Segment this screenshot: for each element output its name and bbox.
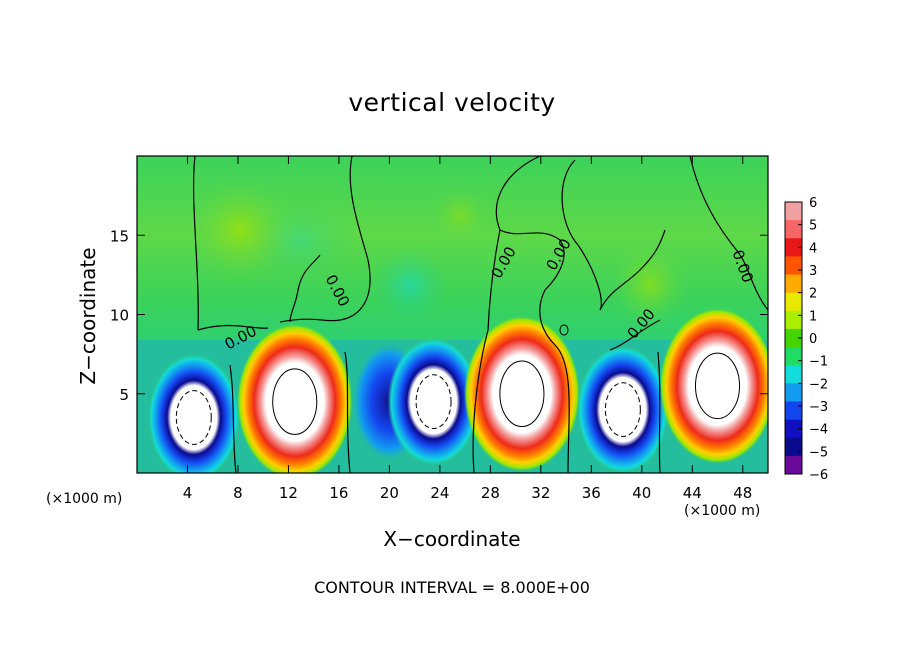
y-axis-label: Z−coordinate — [76, 247, 100, 385]
x-tick-label: 16 — [329, 484, 348, 502]
zero-contour-line — [561, 159, 602, 311]
positive-contour — [694, 352, 741, 420]
zero-contour-line — [689, 156, 768, 311]
x-tick-label: 12 — [279, 484, 298, 502]
zero-contour-line — [197, 324, 269, 331]
field-yellow-patch — [430, 185, 490, 245]
positive-contour — [499, 360, 545, 428]
field-yellow-patch — [185, 175, 295, 285]
x-axis-unit-label-left: (×1000 m) — [46, 491, 123, 507]
x-tick-label: 4 — [183, 484, 193, 502]
zero-contour-line — [229, 364, 237, 473]
zero-contour-line — [599, 229, 666, 311]
x-tick-label: 32 — [531, 484, 550, 502]
colorbar-tick-label: −3 — [809, 400, 828, 415]
x-tick-label: 8 — [233, 484, 243, 502]
colorbar-segment — [785, 455, 802, 475]
colorbar-tick-label: 6 — [809, 196, 817, 211]
colorbar-segment — [785, 437, 802, 457]
zero-contour-line — [609, 319, 661, 351]
colorbar-segment — [785, 401, 802, 421]
colorbar-segment — [785, 328, 802, 348]
zero-contour-line — [499, 229, 570, 473]
downdraft-cell — [147, 353, 240, 473]
x-tick-label: 28 — [481, 484, 500, 502]
field-cyan-patch — [370, 245, 450, 325]
colorbar-segment — [785, 365, 802, 384]
y-tick-label: 5 — [119, 386, 129, 404]
y-tick-label: 10 — [110, 307, 129, 325]
colorbar-segment — [785, 347, 802, 366]
colorbar-tick-label: 0 — [809, 332, 817, 347]
colorbar-segment — [785, 292, 802, 312]
zero-contour-line — [192, 156, 199, 331]
colorbar-segment — [785, 310, 802, 330]
y-tick-label: 15 — [110, 227, 129, 245]
colorbar-tick-label: 2 — [809, 287, 817, 302]
updraft-cell — [659, 307, 768, 464]
contour-interval-note: CONTOUR INTERVAL = 8.000E+00 — [314, 578, 590, 597]
colorbar-tick-label: −6 — [809, 468, 828, 483]
colorbar-segment — [785, 238, 802, 257]
updraft-cell — [463, 315, 580, 472]
heatmap-features — [147, 307, 768, 473]
updraft-cell — [236, 323, 353, 473]
colorbar-segment — [785, 256, 802, 276]
negative-contour — [415, 374, 452, 430]
x-tick-label: 24 — [430, 484, 449, 502]
colorbar-tick-label: −4 — [809, 423, 828, 438]
colorbar-tick-label: −5 — [809, 445, 828, 460]
positive-contour — [272, 368, 318, 435]
zero-contour-line — [344, 351, 351, 473]
negative-contour — [604, 382, 641, 437]
zero-contour-line — [472, 156, 541, 473]
colorbar-segment — [785, 419, 802, 439]
negative-contour — [175, 390, 212, 445]
x-axis-unit-label-right: (×1000 m) — [684, 503, 761, 519]
colorbar-segment — [785, 383, 802, 402]
colorbar-segment — [785, 202, 802, 221]
field-yellow-patch — [610, 240, 690, 330]
x-tick-label: 20 — [380, 484, 399, 502]
zero-contours — [192, 156, 768, 473]
x-tick-label: 36 — [582, 484, 601, 502]
x-tick-label: 44 — [683, 484, 702, 502]
colorbar-tick-label: 5 — [809, 219, 817, 234]
downdraft-cell — [387, 337, 480, 466]
x-axis-label: X−coordinate — [383, 527, 521, 551]
x-tick-label: 40 — [632, 484, 651, 502]
downdraft-cell — [576, 345, 669, 473]
zero-contour-line — [289, 254, 321, 323]
colorbar-tick-label: −1 — [809, 355, 828, 370]
colorbar-tick-label: 4 — [809, 241, 817, 256]
colorbar-tick-label: −2 — [809, 377, 828, 392]
colorbar-segment — [785, 220, 802, 239]
colorbar-tick-label: 3 — [809, 264, 817, 279]
x-tick-label: 48 — [733, 484, 752, 502]
zero-contour-loop — [559, 324, 569, 336]
colorbar-tick-label: 1 — [809, 309, 817, 324]
colorbar-segment — [785, 274, 802, 294]
colorbar: 6 5 4 3 2 1 0 −1 −2 −3 −4 −5 −6 — [784, 196, 828, 483]
zero-contour-line — [279, 156, 371, 323]
zero-contour-line — [657, 351, 661, 473]
chart-title: vertical velocity — [348, 88, 556, 117]
